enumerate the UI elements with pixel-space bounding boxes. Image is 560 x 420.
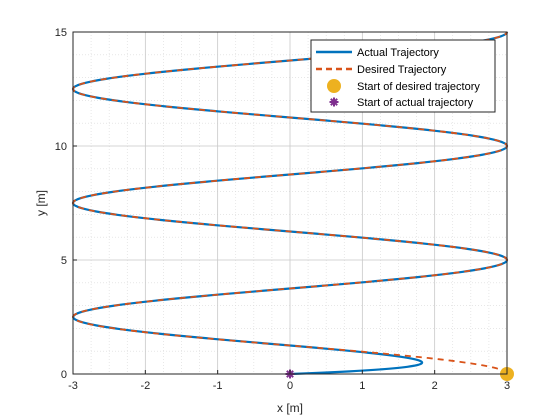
x-tick-label: 1 [359, 380, 365, 392]
legend-marker-star [329, 97, 339, 107]
tick-labels: -3 -2 -1 0 1 2 3 0 5 10 15 [55, 27, 510, 392]
x-axis-label: x [m] [277, 401, 303, 415]
x-tick-label: -1 [213, 380, 223, 392]
legend-swatch-actual-start [329, 97, 339, 107]
legend-swatch-desired-start [327, 79, 341, 93]
ticks [72, 31, 508, 375]
y-tick-label: 5 [61, 255, 67, 267]
x-tick-label: 2 [432, 380, 438, 392]
y-axis-label: y [m] [34, 190, 48, 216]
legend-entry-actual-start: Start of actual trajectory [357, 97, 474, 109]
x-tick-label: -2 [140, 380, 150, 392]
y-tick-label: 0 [61, 369, 67, 381]
legend-entry-desired: Desired Trajectory [357, 64, 447, 76]
y-tick-label: 15 [55, 27, 67, 39]
y-tick-label: 10 [55, 141, 67, 153]
marker-core [331, 99, 337, 105]
x-tick-label: 3 [504, 380, 510, 392]
legend: Actual Trajectory Desired Trajectory Sta… [310, 39, 496, 113]
x-tick-label: 0 [287, 380, 293, 392]
legend-entry-actual: Actual Trajectory [357, 47, 439, 59]
legend-entry-desired-start: Start of desired trajectory [357, 81, 480, 93]
x-tick-label: -3 [68, 380, 78, 392]
